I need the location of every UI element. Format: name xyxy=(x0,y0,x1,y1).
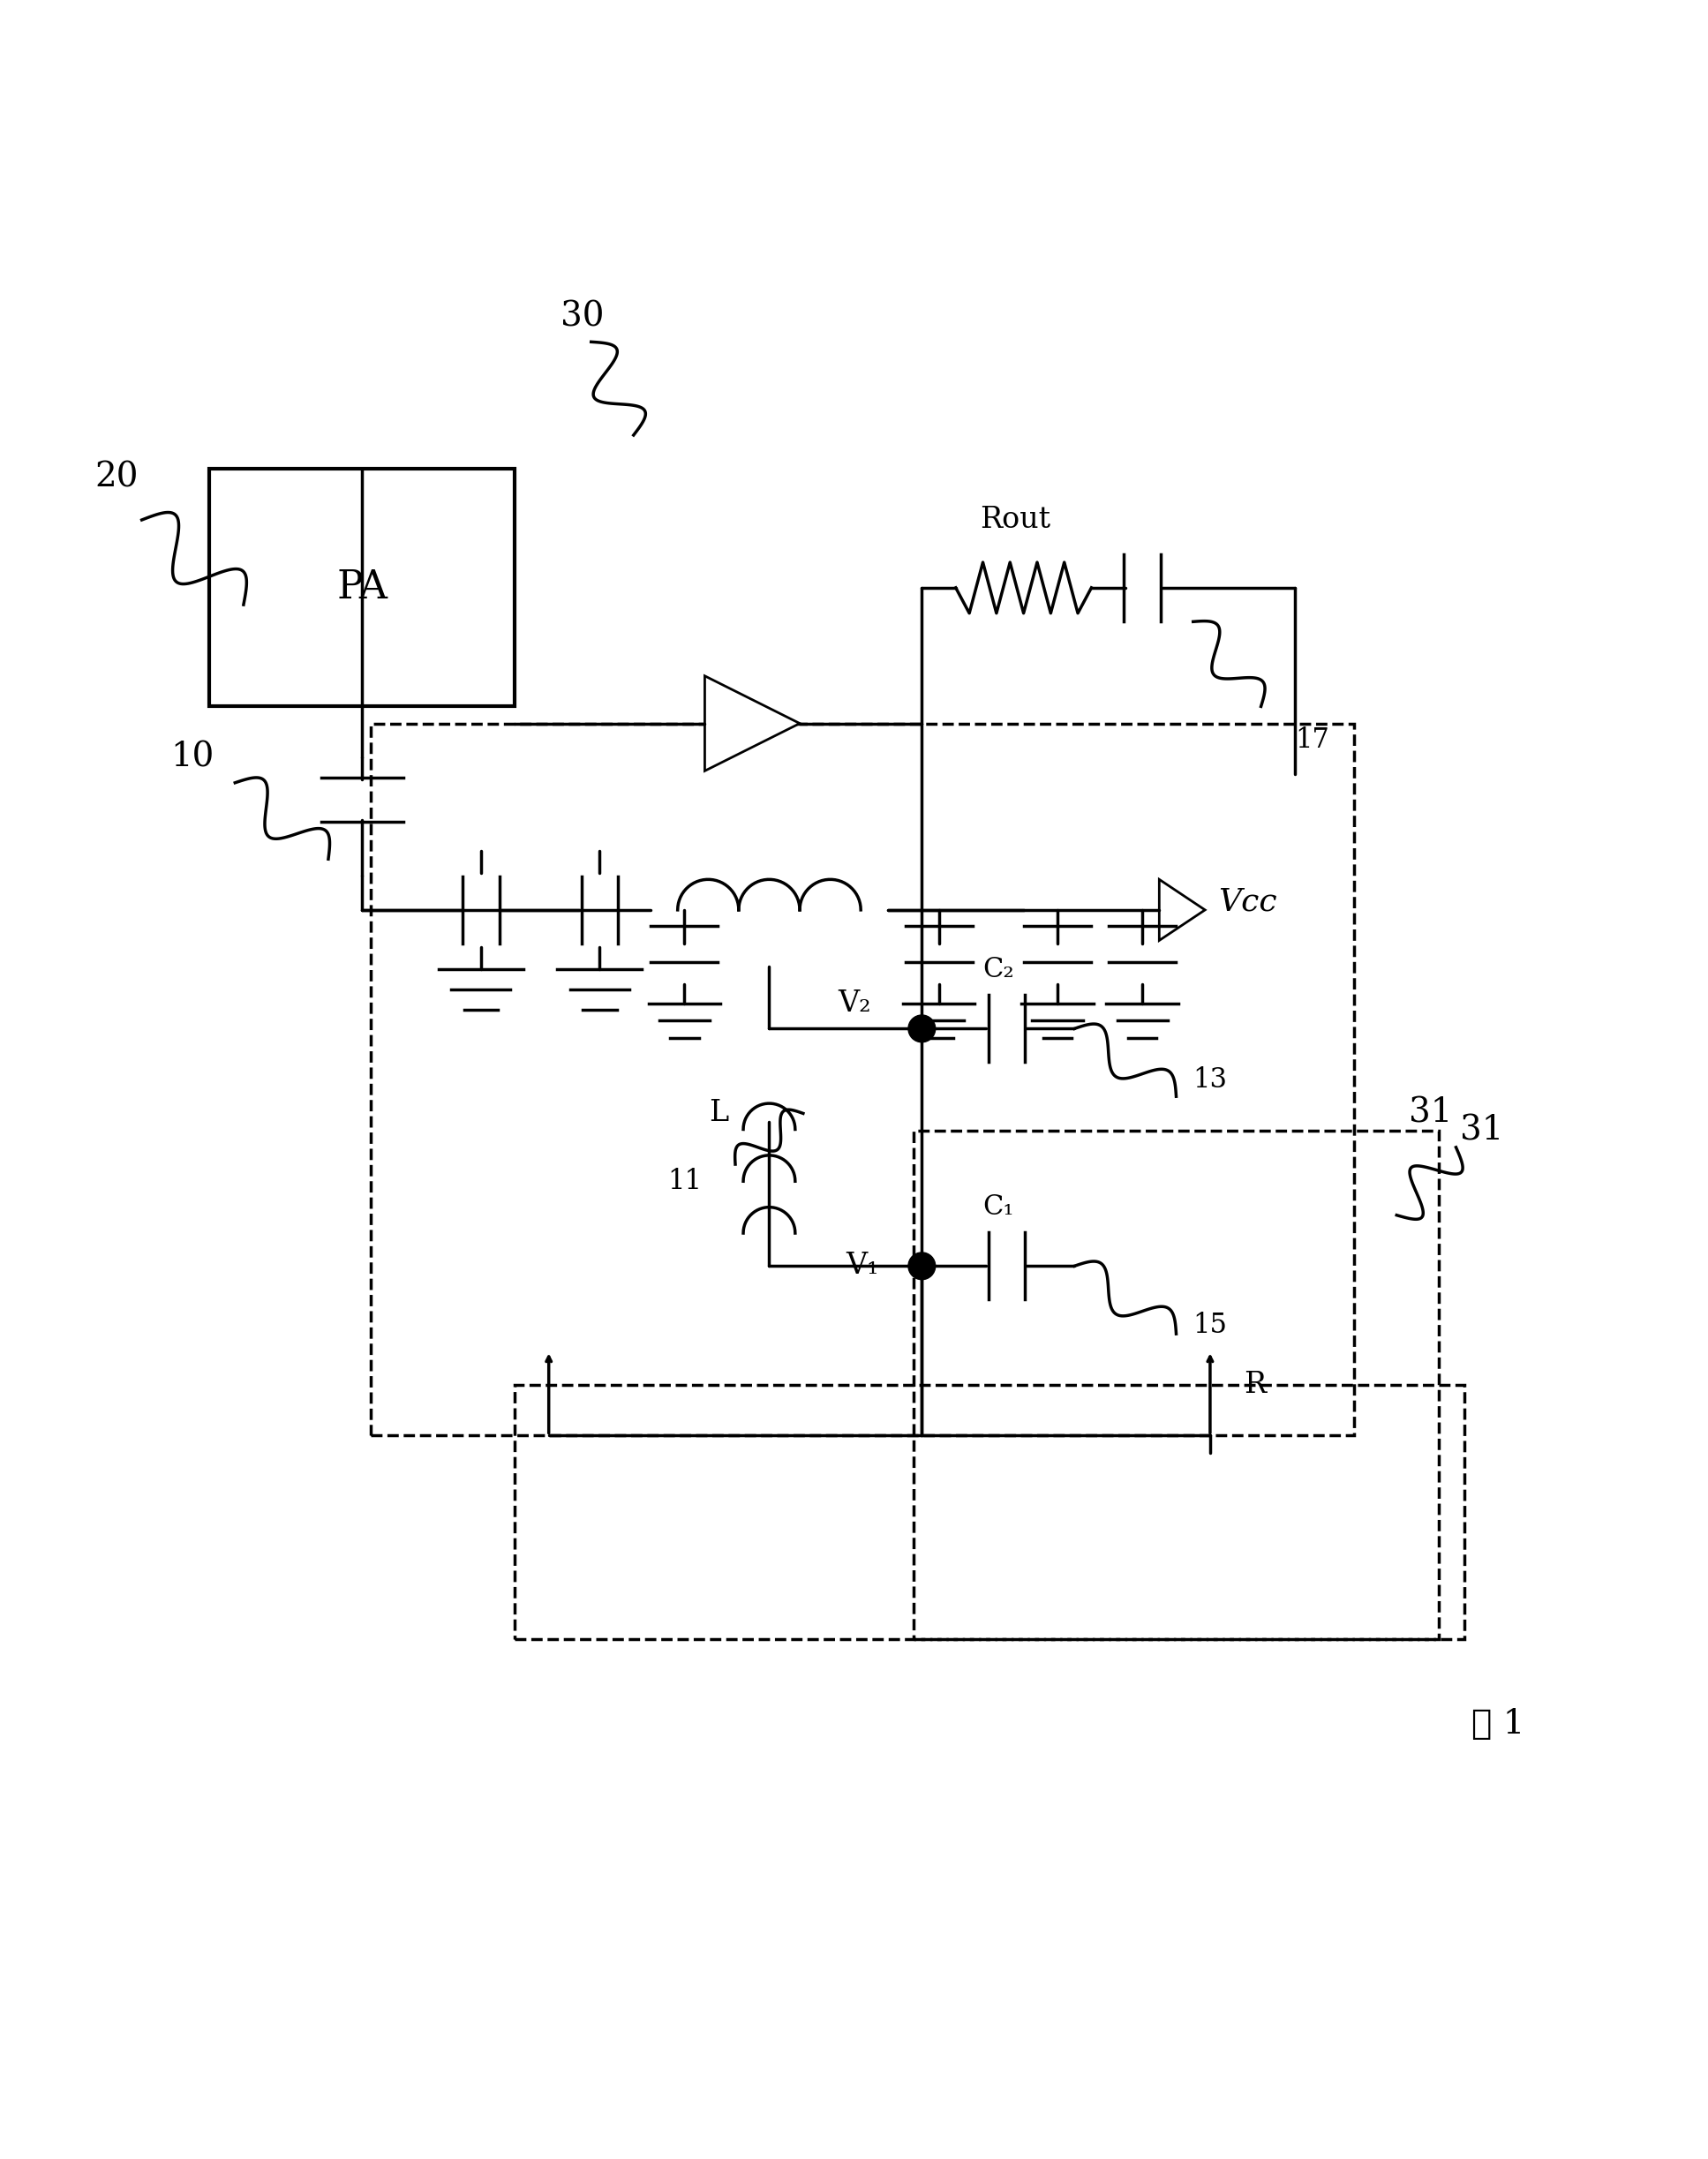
Text: R: R xyxy=(1243,1371,1266,1399)
Text: 图 1: 图 1 xyxy=(1472,1708,1525,1740)
Text: 30: 30 xyxy=(560,300,605,332)
Text: 17: 17 xyxy=(1295,728,1329,753)
Text: 13: 13 xyxy=(1192,1067,1228,1092)
Bar xyxy=(210,469,514,706)
Text: Rout: Rout xyxy=(980,505,1050,533)
Text: C₁: C₁ xyxy=(982,1194,1015,1220)
Text: 31: 31 xyxy=(1409,1097,1452,1129)
Text: V₁: V₁ xyxy=(845,1252,880,1280)
Text: 20: 20 xyxy=(94,462,138,494)
Circle shape xyxy=(909,1015,936,1043)
Text: V₂: V₂ xyxy=(837,989,871,1017)
Text: 10: 10 xyxy=(171,741,215,773)
Text: 31: 31 xyxy=(1460,1114,1503,1146)
Text: Vcc: Vcc xyxy=(1218,887,1278,915)
Text: 11: 11 xyxy=(668,1168,702,1194)
Text: PA: PA xyxy=(336,568,388,607)
Text: L: L xyxy=(709,1099,728,1127)
Text: C₂: C₂ xyxy=(982,956,1015,982)
Polygon shape xyxy=(1160,879,1206,941)
Circle shape xyxy=(909,1252,936,1280)
Polygon shape xyxy=(705,676,799,771)
Text: 15: 15 xyxy=(1192,1313,1228,1339)
